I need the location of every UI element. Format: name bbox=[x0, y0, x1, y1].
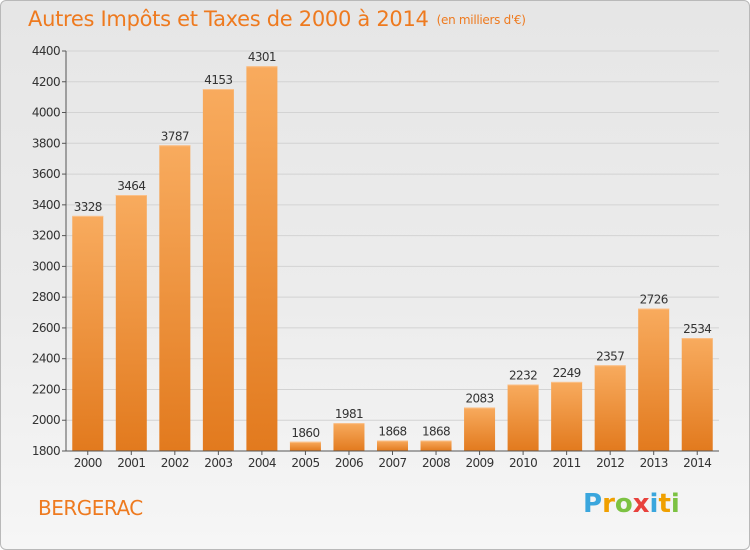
bar bbox=[638, 308, 670, 451]
labels: 1800 2000 2200 2400 2600 2800 3000 3200 3400 3600… bbox=[32, 44, 712, 470]
y-tick-label: 3400 bbox=[32, 198, 60, 212]
bar-value-label: 1868 bbox=[378, 425, 406, 439]
bar-value-label: 2249 bbox=[553, 366, 581, 380]
bar-value-label: 1981 bbox=[335, 407, 363, 421]
y-tick-label: 3000 bbox=[32, 259, 60, 273]
bars bbox=[72, 66, 713, 452]
bar bbox=[507, 384, 539, 451]
y-tick-label: 3800 bbox=[32, 136, 60, 150]
bar-value-label: 1868 bbox=[422, 425, 450, 439]
chart-title: Autres Impôts et Taxes de 2000 à 2014 (en… bbox=[28, 7, 526, 31]
bar bbox=[333, 423, 365, 451]
x-tick-label: 2003 bbox=[204, 456, 232, 470]
logo-letter: r bbox=[602, 489, 615, 519]
logo-letter: i bbox=[670, 489, 680, 519]
bar bbox=[246, 66, 278, 451]
y-tick-label: 1800 bbox=[32, 444, 60, 458]
x-tick-label: 2007 bbox=[378, 456, 406, 470]
y-tick-label: 2000 bbox=[32, 413, 60, 427]
x-tick-label: 2006 bbox=[335, 456, 363, 470]
y-tick-label: 2600 bbox=[32, 321, 60, 335]
x-tick-label: 2005 bbox=[291, 456, 319, 470]
axes bbox=[62, 50, 719, 455]
bar bbox=[681, 338, 713, 451]
logo-letter: P bbox=[583, 489, 603, 519]
x-tick-label: 2010 bbox=[509, 456, 537, 470]
x-tick-label: 2000 bbox=[74, 456, 102, 470]
bar-value-label: 2357 bbox=[596, 349, 624, 363]
bar bbox=[377, 440, 408, 451]
city-name: BERGERAC bbox=[38, 496, 143, 520]
bar-value-label: 1860 bbox=[291, 426, 319, 440]
x-tick-label: 2011 bbox=[553, 456, 581, 470]
logo-letter: x bbox=[632, 489, 650, 519]
x-tick-label: 2012 bbox=[596, 456, 624, 470]
y-tick-label: 3200 bbox=[32, 229, 60, 243]
x-tick-label: 2013 bbox=[640, 456, 668, 470]
y-tick-label: 2400 bbox=[32, 352, 60, 366]
x-tick-label: 2001 bbox=[117, 456, 145, 470]
y-tick-label: 4000 bbox=[32, 106, 60, 120]
bar bbox=[72, 215, 104, 451]
bar-value-label: 2726 bbox=[640, 293, 668, 307]
y-tick-label: 3600 bbox=[32, 167, 60, 181]
bar bbox=[202, 89, 234, 451]
y-tick-label: 4200 bbox=[32, 75, 60, 89]
y-tick-label: 2200 bbox=[32, 382, 60, 396]
x-tick-label: 2009 bbox=[465, 456, 493, 470]
x-tick-label: 2008 bbox=[422, 456, 450, 470]
bar-value-label: 2083 bbox=[465, 391, 493, 405]
bar bbox=[159, 145, 191, 452]
bar-value-label: 3787 bbox=[161, 129, 189, 143]
bar bbox=[420, 440, 452, 451]
y-tick-label: 2800 bbox=[32, 290, 60, 304]
bar-value-label: 4301 bbox=[248, 50, 276, 64]
bar bbox=[594, 365, 626, 451]
bar-value-label: 3464 bbox=[117, 179, 145, 193]
bar-value-label: 2534 bbox=[683, 322, 711, 336]
chart-title-text: Autres Impôts et Taxes de 2000 à 2014 bbox=[28, 7, 429, 31]
logo-letter: t bbox=[658, 489, 671, 519]
bar-value-label: 3328 bbox=[74, 200, 102, 214]
bar bbox=[551, 381, 583, 451]
x-tick-label: 2014 bbox=[683, 456, 711, 470]
bar bbox=[115, 195, 147, 451]
bar-value-label: 4153 bbox=[204, 73, 232, 87]
logo-letter: o bbox=[614, 489, 633, 519]
bar bbox=[289, 441, 321, 451]
bar bbox=[464, 407, 496, 451]
x-tick-label: 2002 bbox=[161, 456, 189, 470]
x-tick-label: 2004 bbox=[248, 456, 276, 470]
proxiti-logo[interactable]: Proxiti bbox=[583, 489, 680, 519]
bar-value-label: 2232 bbox=[509, 369, 537, 383]
y-tick-label: 4400 bbox=[32, 44, 60, 58]
chart-unit: (en milliers d'€) bbox=[436, 13, 526, 27]
logo-letter: i bbox=[649, 489, 659, 519]
